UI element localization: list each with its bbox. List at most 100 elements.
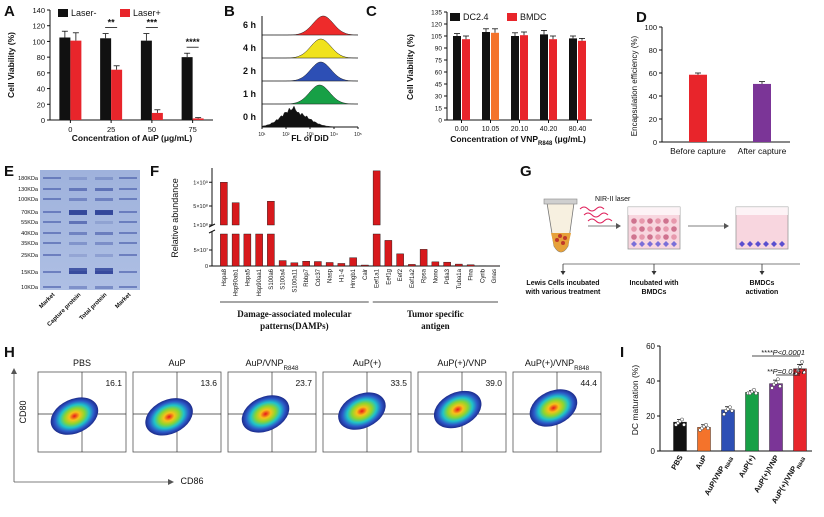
bar	[220, 233, 228, 267]
y-tick-label: 20	[37, 100, 45, 109]
x-tick-label: Rbbp7	[304, 268, 310, 286]
ladder-label: 180KDa	[18, 176, 39, 182]
x-tick-label: 10⁵	[354, 132, 362, 138]
quadrant-percent: 44.4	[580, 378, 597, 388]
dendritic-cell-icon	[663, 241, 669, 247]
gel-band	[119, 198, 137, 200]
x-tick-label: 25	[107, 125, 115, 134]
bar	[231, 202, 240, 226]
data-point	[754, 391, 758, 396]
x-tick-label: 10.05	[482, 126, 500, 133]
cell-icon	[647, 218, 653, 224]
panel-f: 0 5×10⁷ 1×10⁸ 5×10⁸ 1×10⁹ Relative abundance H…	[170, 168, 500, 331]
cell-icon	[647, 234, 653, 240]
bar	[255, 233, 263, 267]
step-label: BMDCs	[642, 289, 667, 296]
group-label: Tumor specific	[407, 309, 464, 319]
bar-laser	[70, 40, 82, 121]
well-top	[736, 207, 788, 215]
panel-d: 0 20 40 60 80 100 Encapsulation efficiency (%)…	[630, 23, 790, 156]
panel-letter-E: E	[4, 163, 14, 180]
error-bar	[61, 30, 68, 38]
bar	[721, 409, 735, 452]
significance-stars: ****	[186, 37, 201, 47]
histogram-0h	[261, 105, 358, 128]
cell-icon	[639, 218, 645, 224]
y-tick-label: 5×10⁸	[193, 203, 208, 210]
bar	[302, 261, 310, 267]
group-label: antigen	[421, 321, 450, 331]
error-bar	[454, 33, 460, 36]
error-bar	[570, 35, 576, 39]
y-tick-label: 100	[644, 23, 657, 32]
error-bar	[113, 65, 120, 70]
x-tick-label: 10²	[282, 132, 290, 138]
x-tick-label: Eef1a2	[410, 268, 416, 288]
gel-band	[69, 286, 87, 289]
y-tick-label: 120	[431, 22, 442, 29]
legend-label: Laser-	[71, 8, 97, 18]
gel-band	[119, 211, 137, 213]
bar	[793, 368, 807, 452]
arrow-head-icon	[168, 479, 174, 485]
error-bar	[463, 35, 469, 40]
panel-letter-C: C	[366, 3, 377, 20]
dendritic-cell-icon	[739, 241, 745, 247]
gel-band	[119, 221, 137, 223]
y-tick-label: 100	[32, 37, 45, 46]
gel-band	[95, 198, 113, 201]
error-bar	[579, 38, 585, 41]
bar-laser	[111, 69, 123, 120]
bar	[290, 262, 299, 267]
bar	[769, 383, 783, 452]
gel-band-strong	[95, 210, 113, 215]
y-tick-label: 120	[32, 22, 45, 31]
legend-swatch	[507, 13, 517, 21]
bar-dc24	[482, 32, 490, 120]
gel-band	[43, 242, 61, 244]
bar-dc24	[453, 36, 461, 120]
panel-e: 180KDa 130KDa 100KDa 70KDa 55KDa 40KDa 35KDa 25…	[18, 170, 140, 328]
data-point	[774, 380, 778, 385]
gel-band	[95, 254, 113, 257]
cell-dot	[561, 241, 565, 245]
density-plot: AuP(+)/VNP 39.0	[417, 358, 507, 453]
y-tick-label: 105	[431, 34, 442, 41]
ladder-label: 130KDa	[18, 187, 39, 193]
data-point	[752, 387, 756, 392]
gel-band	[119, 232, 137, 234]
y-tick-label: 0	[438, 118, 442, 125]
legend-swatch	[58, 9, 68, 17]
bar	[361, 264, 369, 267]
bar-laser	[59, 37, 71, 120]
density-cloud	[529, 389, 578, 427]
legend-label: Laser+	[133, 8, 161, 18]
gel-band	[95, 221, 113, 224]
bar	[314, 261, 322, 267]
gel-band	[43, 286, 61, 288]
ladder-label: 10KDa	[21, 285, 39, 291]
x-tick-label: 10¹	[258, 132, 266, 138]
gel-band	[43, 198, 61, 200]
panel-b: 6 h 4 h 2 h 1 h 0 h 10¹ 10² 10³ 10⁴ 10⁵ FL of DiD	[243, 15, 362, 143]
y-tick-label: 60	[37, 69, 45, 78]
cell-icon	[671, 226, 677, 232]
density-cloud	[433, 390, 482, 429]
y-axis-title: Cell Viability (%)	[6, 32, 16, 98]
x-tick-label: Cyrib	[480, 268, 486, 283]
tube-cap	[543, 198, 578, 205]
dendritic-cell-icon	[655, 241, 661, 247]
panel-letter-D: D	[636, 9, 647, 26]
error-bar	[550, 35, 556, 40]
plot-title: AuP/VNPR848	[245, 358, 299, 372]
significance-label: **P=0.0157	[767, 367, 806, 376]
x-tick-label: Nasp	[328, 268, 334, 283]
x-tick-label: S100a4	[281, 268, 287, 289]
y-tick-label: 45	[435, 82, 443, 89]
x-tick-label: PBS	[669, 454, 685, 472]
data-point	[682, 422, 686, 427]
group-label: Damage-associated molecular	[237, 309, 351, 319]
gel-band	[119, 254, 137, 256]
cell-dot	[558, 234, 562, 238]
x-tick-label: Calr	[363, 269, 369, 280]
